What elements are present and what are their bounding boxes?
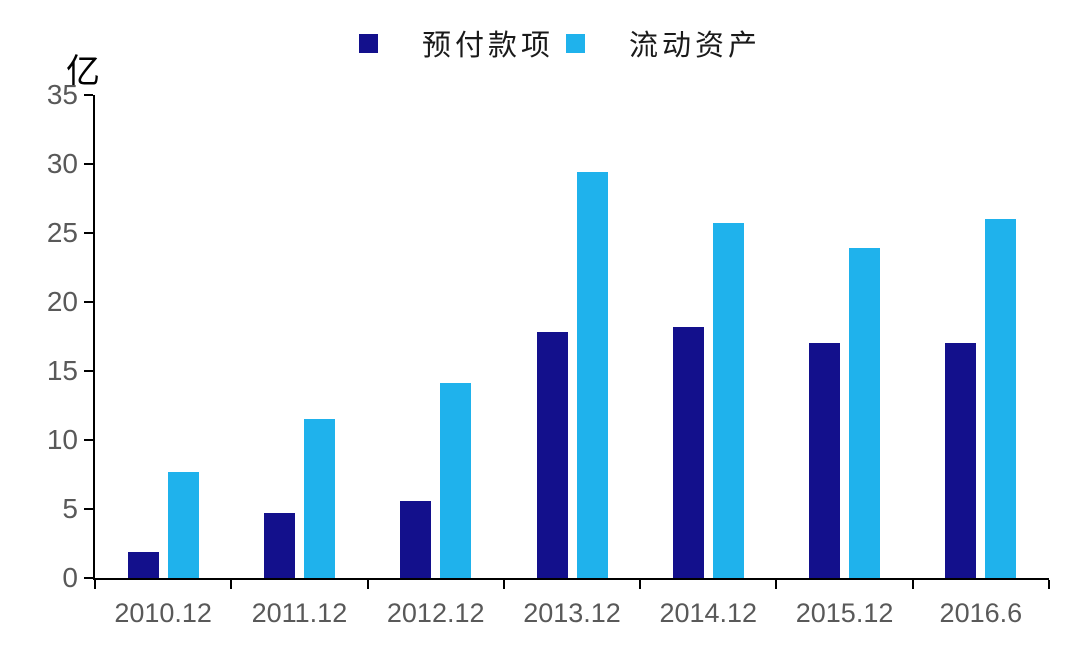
bar-prepayments-2010.12 [127, 551, 159, 578]
legend: 预付款项 流动资产 [0, 22, 1080, 64]
x-axis-tick-label: 2015.12 [795, 598, 894, 628]
bar-current-assets-2013.12 [576, 172, 608, 578]
x-axis-tick [911, 580, 914, 589]
bar-current-assets-2010.12 [167, 471, 199, 578]
y-axis-tick-label: 25 [46, 217, 78, 248]
y-axis-tick [84, 370, 93, 372]
y-axis-tick [84, 232, 93, 234]
bar-prepayments-2016.6 [945, 343, 977, 578]
legend-label-current-assets: 流动资产 [629, 30, 762, 62]
x-axis-tick-label: 2013.12 [523, 598, 621, 628]
x-axis-tick-label: 2014.12 [659, 598, 758, 628]
legend-label-prepayments: 预付款项 [421, 30, 554, 62]
bar-current-assets-2016.6 [985, 219, 1017, 578]
y-axis-tick [84, 508, 93, 510]
y-axis-unit-label: 亿 [66, 54, 100, 91]
y-axis-tick [84, 577, 93, 579]
bar-prepayments-2013.12 [536, 332, 568, 578]
y-axis-tick-label: 0 [62, 562, 78, 593]
plot-area: 0 5 10 15 20 25 30 35 2010.12 2011.12 2012.12 2013.… [47, 81, 1050, 628]
bar-current-assets-2011.12 [303, 419, 335, 578]
x-axis-tick [94, 580, 96, 589]
bar-prepayments-2012.12 [400, 500, 432, 578]
x-axis-tick [230, 580, 233, 589]
legend-item-prepayments: 预付款项 [358, 22, 554, 64]
y-axis-tick [84, 301, 93, 303]
y-axis-tick-label: 5 [62, 493, 78, 524]
y-axis-tick [84, 94, 93, 96]
x-axis-tick [639, 580, 642, 589]
x-axis-tick-label: 2011.12 [251, 598, 348, 628]
legend-item-current-assets: 流动资产 [566, 22, 761, 64]
x-axis-tick [775, 580, 778, 589]
y-axis-tick [84, 439, 93, 441]
y-axis-tick [84, 163, 93, 165]
y-axis-tick-label: 15 [46, 355, 78, 386]
y-axis-tick-label: 30 [46, 148, 78, 179]
bar-prepayments-2011.12 [263, 513, 295, 578]
bar-current-assets-2012.12 [440, 383, 472, 578]
y-axis-tick-label: 35 [46, 79, 78, 110]
x-axis-tick [1048, 580, 1050, 589]
x-axis-tick-label: 2012.12 [386, 598, 485, 628]
bar-prepayments-2014.12 [672, 326, 704, 578]
legend-swatch-prepayments-icon [358, 33, 378, 53]
y-axis-tick-label: 20 [46, 286, 78, 317]
y-axis-tick-label: 10 [46, 424, 78, 455]
legend-swatch-current-assets-icon [566, 33, 585, 53]
bar-prepayments-2015.12 [809, 343, 841, 578]
bar-current-assets-2015.12 [849, 248, 881, 578]
bar-current-assets-2014.12 [712, 223, 744, 578]
x-axis-tick-label: 2010.12 [114, 598, 212, 628]
x-axis-tick-label: 2016.6 [939, 598, 1023, 628]
x-axis-tick [366, 580, 369, 589]
x-axis-tick [502, 580, 505, 589]
